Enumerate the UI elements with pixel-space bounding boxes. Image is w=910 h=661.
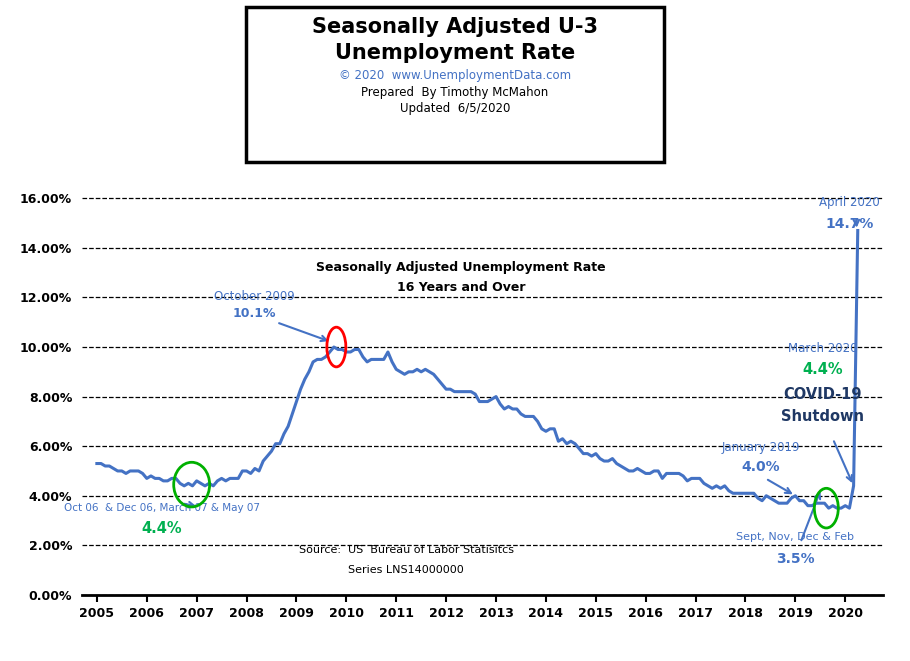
Text: 4.4%: 4.4% — [141, 521, 182, 536]
Text: Unemployment Rate: Unemployment Rate — [335, 43, 575, 63]
Text: 4.4%: 4.4% — [803, 362, 844, 377]
Text: 10.1%: 10.1% — [232, 307, 276, 321]
Text: October 2009: October 2009 — [214, 290, 295, 303]
Text: 3.5%: 3.5% — [776, 552, 814, 566]
Text: 4.0%: 4.0% — [741, 460, 780, 474]
Text: March 2020: March 2020 — [788, 342, 857, 355]
Text: COVID-19: COVID-19 — [784, 387, 862, 402]
Text: Updated  6/5/2020: Updated 6/5/2020 — [399, 102, 511, 116]
Text: Seasonally Adjusted U-3: Seasonally Adjusted U-3 — [312, 17, 598, 36]
Text: 14.7%: 14.7% — [825, 217, 874, 231]
Text: January 2019: January 2019 — [722, 441, 800, 454]
Text: Source:  US  Bureau of Labor Statisitcs: Source: US Bureau of Labor Statisitcs — [298, 545, 514, 555]
Text: Sept, Nov, Dec & Feb: Sept, Nov, Dec & Feb — [736, 532, 854, 543]
Text: 16 Years and Over: 16 Years and Over — [397, 281, 525, 294]
Text: Prepared  By Timothy McMahon: Prepared By Timothy McMahon — [361, 86, 549, 99]
Text: Seasonally Adjusted Unemployment Rate: Seasonally Adjusted Unemployment Rate — [317, 261, 606, 274]
Text: Shutdown: Shutdown — [782, 409, 864, 424]
Text: Oct 06  & Dec 06, March 07 & May 07: Oct 06 & Dec 06, March 07 & May 07 — [64, 502, 259, 513]
Text: © 2020  www.UnemploymentData.com: © 2020 www.UnemploymentData.com — [339, 69, 571, 83]
Text: Series LNS14000000: Series LNS14000000 — [349, 565, 464, 575]
Text: April 2020: April 2020 — [819, 196, 880, 209]
